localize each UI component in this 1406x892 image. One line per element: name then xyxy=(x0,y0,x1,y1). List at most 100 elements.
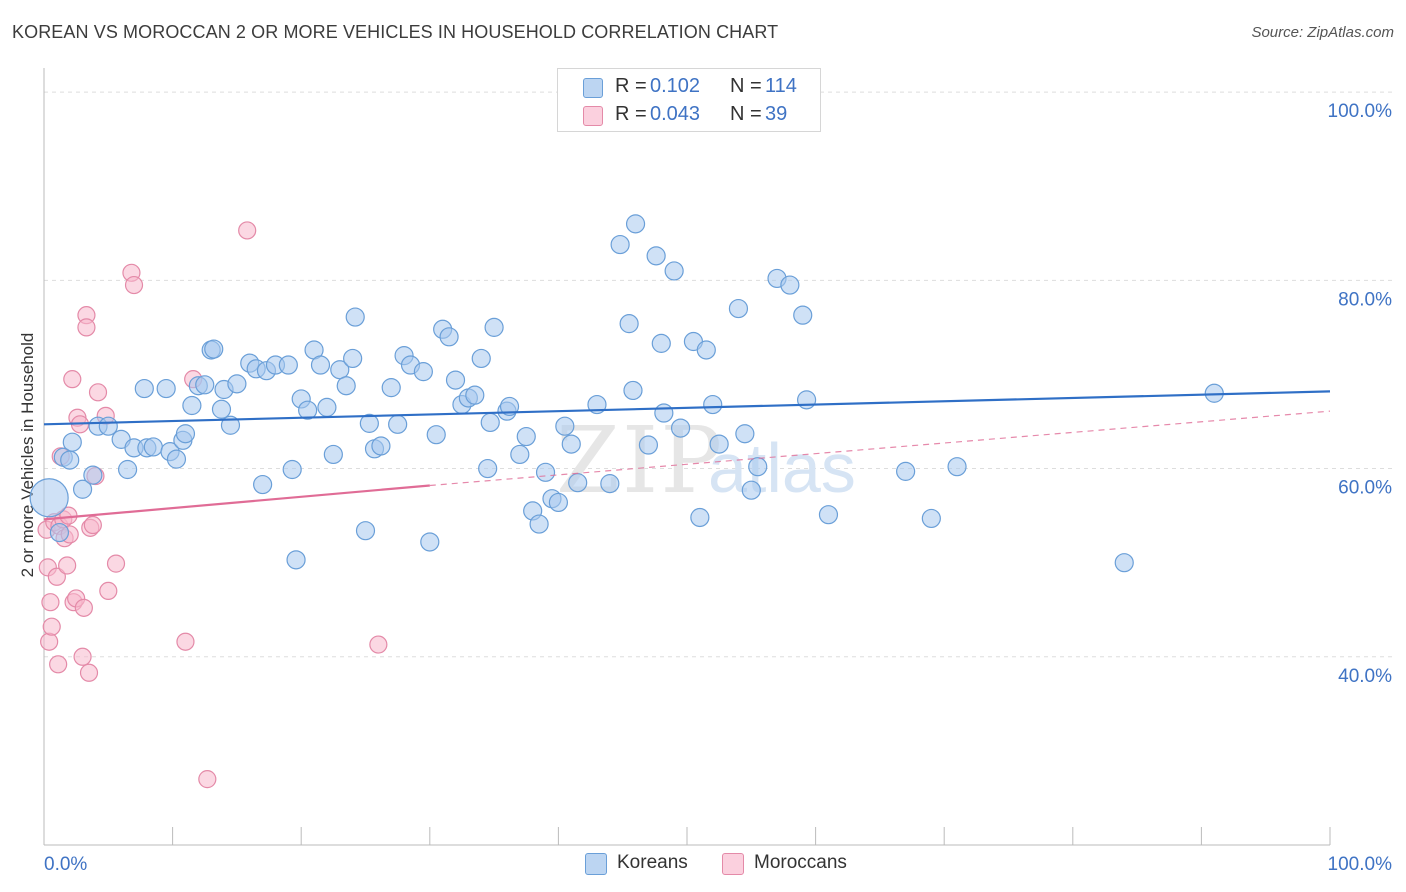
korean-point-99 xyxy=(741,480,761,500)
moroccan-point-19 xyxy=(73,647,92,666)
legend-r-value: 0.043 xyxy=(650,103,701,125)
korean-point-12 xyxy=(134,378,154,399)
korean-point-31 xyxy=(253,474,273,495)
korean-point-109 xyxy=(1114,553,1134,573)
korean-point-6 xyxy=(83,465,103,485)
x-tick-label-1: 100.0% xyxy=(1328,854,1393,875)
legend-r-label: R = xyxy=(615,75,647,97)
korean-point-60 xyxy=(445,370,466,390)
moroccan-point-23 xyxy=(79,663,99,682)
korean-point-102 xyxy=(780,275,800,295)
tick-labels: 40.0% 60.0% 80.0% 100.0% 0.0% 100.0% xyxy=(44,101,1392,875)
x-tick-label-0: 0.0% xyxy=(44,854,87,875)
moroccan-point-25 xyxy=(83,515,102,535)
watermark-atlas: atlas xyxy=(708,429,856,507)
korean-point-93 xyxy=(690,507,710,528)
korean-point-27 xyxy=(220,415,241,435)
korean-point-96 xyxy=(709,434,729,454)
korean-point-36 xyxy=(286,550,306,570)
korean-point-88 xyxy=(651,333,671,353)
korean-point-78 xyxy=(561,434,581,454)
moroccan-point-27 xyxy=(88,383,108,402)
korean-point-71 xyxy=(516,426,536,447)
korean-point-70 xyxy=(510,444,530,465)
legend-n-value: 39 xyxy=(765,103,788,125)
korean-point-22 xyxy=(195,375,215,395)
korean-point-76 xyxy=(548,492,569,513)
moroccan-point-33 xyxy=(176,632,195,651)
korean-point-17 xyxy=(166,449,187,469)
korean-point-24 xyxy=(204,339,224,359)
korean-point-50 xyxy=(371,436,391,456)
korean-point-56 xyxy=(420,532,440,552)
korean-point-79 xyxy=(568,473,588,493)
korean-point-108 xyxy=(947,457,967,477)
korean-point-10 xyxy=(117,459,138,480)
moroccan-point-29 xyxy=(99,581,118,601)
korean-point-104 xyxy=(796,390,817,410)
y-tick-label-0: 40.0% xyxy=(1338,666,1392,687)
korean-point-19 xyxy=(175,424,196,444)
moroccan-swatch xyxy=(583,106,603,126)
legend-r-label: R = xyxy=(615,103,647,125)
korean-point-84 xyxy=(623,380,643,401)
korean-point-55 xyxy=(413,362,433,382)
korean-point-14 xyxy=(143,437,163,457)
korean-point-41 xyxy=(317,397,337,417)
legend-row-koreans: R = 0.102 N = 114 xyxy=(558,73,820,101)
moroccan-point-20 xyxy=(74,598,93,617)
korean-point-67 xyxy=(484,317,504,337)
y-tick-label-3: 100.0% xyxy=(1328,101,1393,122)
trend-lines xyxy=(43,390,1331,521)
korean-point-35 xyxy=(282,459,302,480)
korean-point-91 xyxy=(670,418,691,438)
moroccan-point-30 xyxy=(106,554,126,573)
korean-point-0 xyxy=(29,478,69,518)
korean-point-90 xyxy=(664,261,684,281)
korean-point-44 xyxy=(336,376,356,396)
korean-point-38 xyxy=(298,400,318,420)
korean-legend-swatch xyxy=(585,853,607,875)
korean-point-1 xyxy=(49,522,70,543)
source-credit: Source: ZipAtlas.com xyxy=(1251,24,1394,41)
legend-n-label: N = xyxy=(730,75,762,97)
korean-point-74 xyxy=(535,462,556,482)
chart-title: KOREAN VS MOROCCAN 2 OR MORE VEHICLES IN… xyxy=(12,22,779,42)
korean-point-87 xyxy=(646,246,666,266)
watermark-zip: ZIP xyxy=(556,407,724,514)
korean-point-4 xyxy=(62,432,82,452)
series-legend: Koreans Moroccans xyxy=(0,850,1406,878)
watermark: ZIP atlas xyxy=(556,407,856,514)
korean-points xyxy=(29,214,1224,573)
korean-point-40 xyxy=(310,355,331,375)
korean-point-65 xyxy=(478,458,498,479)
korean-point-97 xyxy=(728,298,749,319)
moroccan-point-12 xyxy=(58,556,77,575)
korean-point-45 xyxy=(343,348,363,369)
korean-point-66 xyxy=(480,412,500,433)
moroccan-point-7 xyxy=(49,655,68,674)
korean-point-42 xyxy=(323,444,343,465)
korean-point-47 xyxy=(355,521,376,541)
korean-point-52 xyxy=(388,414,408,434)
korean-point-46 xyxy=(345,307,365,327)
korean-point-94 xyxy=(696,340,716,360)
korean-point-64 xyxy=(471,348,491,369)
korean-point-63 xyxy=(465,385,485,405)
korean-point-83 xyxy=(619,314,639,334)
korean-point-81 xyxy=(600,474,620,494)
moroccan-trend-line xyxy=(43,484,430,521)
legend-r-value: 0.102 xyxy=(650,75,701,97)
korean-point-77 xyxy=(555,416,575,436)
korean-point-20 xyxy=(182,395,202,416)
moroccan-point-4 xyxy=(42,617,61,636)
legend-n-value: 114 xyxy=(765,75,797,97)
korean-point-34 xyxy=(278,355,298,375)
korean-point-5 xyxy=(72,479,93,499)
moroccan-legend-swatch xyxy=(722,853,744,875)
korean-point-85 xyxy=(625,214,646,234)
korean-point-25 xyxy=(211,399,232,419)
moroccan-point-37 xyxy=(369,635,388,654)
moroccan-point-6 xyxy=(47,567,66,586)
korean-point-105 xyxy=(818,505,839,525)
